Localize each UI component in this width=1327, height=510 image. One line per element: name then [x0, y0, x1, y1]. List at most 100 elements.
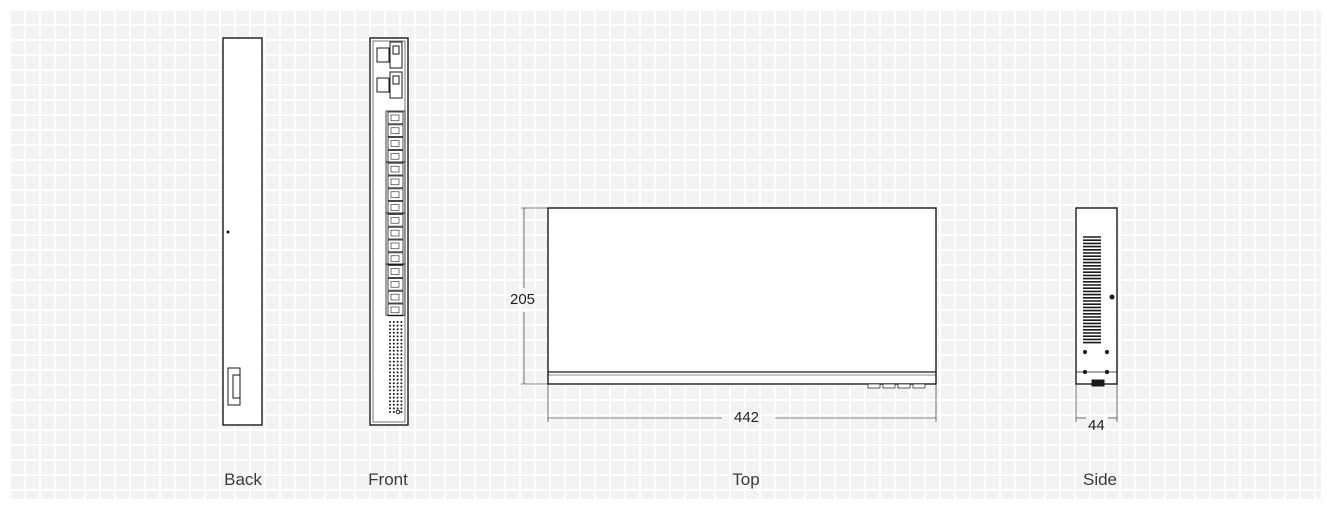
rj45-port-inner [390, 255, 400, 262]
led-dot [400, 396, 403, 399]
led-dot [392, 382, 395, 385]
led-dot [389, 364, 391, 367]
rj45-port-inner [390, 242, 400, 250]
led-dot [392, 357, 395, 359]
front-view-label: Front [368, 470, 408, 489]
led-dot [392, 349, 395, 352]
rj45-port-inner [390, 204, 400, 211]
led-dot [400, 382, 403, 385]
led-dot [389, 378, 391, 381]
rj45-port-inner [390, 217, 400, 224]
led-dot [400, 335, 403, 338]
led-dot [400, 407, 403, 410]
led-dot [392, 411, 395, 413]
led-dot [400, 321, 403, 323]
led-dot [396, 339, 399, 341]
rj45-port-inner [390, 229, 400, 237]
led-dot [392, 331, 395, 334]
led-dot [396, 389, 399, 392]
led-dot [392, 324, 395, 327]
top-view-label: Top [732, 470, 760, 489]
led-dot [392, 346, 395, 349]
side-screw [1082, 349, 1088, 355]
led-dot [392, 403, 395, 406]
led-dot [389, 349, 391, 352]
led-dot [389, 411, 391, 413]
led-dot [392, 321, 395, 323]
led-dot [400, 364, 403, 367]
led-dot [389, 389, 391, 392]
back-view-label: Back [224, 470, 262, 489]
led-dot [400, 371, 403, 374]
sfp-slot [376, 77, 390, 93]
led-dot [396, 375, 399, 377]
led-dot [400, 339, 403, 341]
led-dot [400, 411, 403, 413]
sfp-slot [376, 47, 390, 63]
led-dot [389, 339, 391, 341]
led-dot [396, 342, 399, 345]
led-dot [392, 389, 395, 392]
led-dot [396, 328, 399, 331]
led-dot [389, 382, 391, 385]
rj45-port-inner [390, 153, 400, 160]
led-dot [396, 364, 399, 367]
led-dot [392, 367, 395, 370]
led-dot [389, 371, 391, 374]
side-vent-group [1083, 236, 1101, 344]
led-dot [400, 357, 403, 359]
led-dot [389, 357, 391, 359]
led-dot [389, 403, 391, 406]
led-dot [400, 346, 403, 349]
led-dot [396, 353, 399, 356]
led-dot [389, 346, 391, 349]
front-view [369, 37, 409, 426]
rj45-port-inner [390, 268, 400, 275]
top-view [521, 207, 937, 422]
led-dot [396, 382, 399, 385]
rj45-port-inner [390, 281, 400, 288]
led-dot [392, 328, 395, 331]
rj45-port-inner [390, 306, 400, 314]
led-dot [389, 367, 391, 370]
led-dot [396, 396, 399, 399]
led-dot [396, 360, 399, 363]
led-dot [392, 371, 395, 374]
reset-button [395, 409, 401, 415]
led-dot [392, 385, 395, 388]
led-dot [389, 321, 391, 323]
top-connector [867, 383, 881, 389]
led-dot [400, 349, 403, 352]
front-port-group [376, 41, 406, 415]
led-dot [392, 339, 395, 341]
led-dot [392, 396, 395, 399]
power-socket-inner [232, 374, 241, 399]
back-screw-hole [226, 230, 230, 234]
side-screw [1104, 369, 1110, 375]
height-dimension-label: 44 [1088, 417, 1105, 434]
port-group-frame [385, 263, 406, 316]
back-view [222, 37, 263, 426]
led-dot [400, 324, 403, 327]
rj45-port-inner [390, 140, 400, 147]
sfp-latch [392, 45, 400, 55]
led-dot [396, 407, 399, 410]
width-dimension-label: 442 [734, 409, 760, 426]
led-dot [396, 324, 399, 327]
led-dot [400, 353, 403, 356]
led-dot [389, 396, 391, 399]
led-dot [396, 393, 399, 395]
led-dot [392, 364, 395, 367]
led-dot [396, 385, 399, 388]
led-dot [389, 393, 391, 395]
led-dot [400, 393, 403, 395]
led-dot [389, 375, 391, 377]
led-dot [400, 342, 403, 345]
led-dot [389, 328, 391, 331]
led-dot [389, 335, 391, 338]
led-dot [392, 378, 395, 381]
led-dot [400, 403, 403, 406]
led-dot [392, 360, 395, 363]
